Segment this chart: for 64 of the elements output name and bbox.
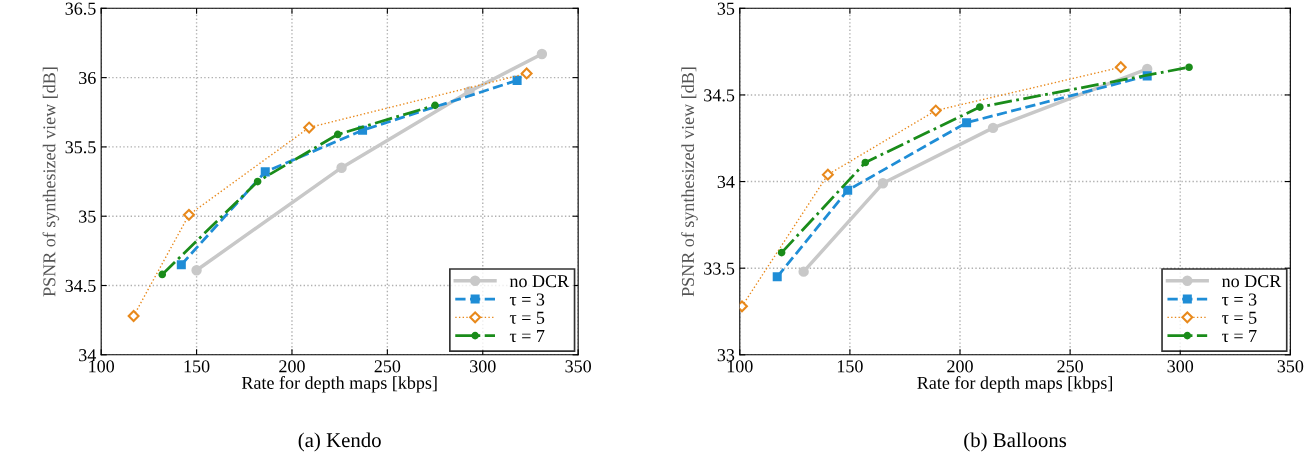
x-tick-label: 100	[727, 360, 753, 373]
point	[877, 178, 889, 189]
y-tick-label: 33.5	[704, 262, 735, 275]
text: (a) Kendo	[298, 432, 381, 452]
point	[512, 75, 522, 85]
point	[777, 248, 786, 257]
point	[191, 265, 202, 276]
y-tick-label: 34	[79, 349, 97, 362]
y-tick-label: 35	[717, 2, 735, 15]
point	[182, 208, 195, 221]
x-axis-title: Rate for depth maps [kbps]	[241, 376, 437, 393]
x-tick-label: 300	[1167, 360, 1194, 373]
point	[1114, 61, 1127, 74]
point	[798, 266, 809, 277]
point	[520, 67, 533, 80]
point	[253, 177, 262, 186]
y-tick-label: 35.5	[65, 141, 96, 154]
point	[333, 130, 342, 139]
legend-label: τ = 3	[509, 293, 545, 306]
x-tick-label: 350	[565, 360, 592, 373]
x-tick-label: 250	[1057, 360, 1083, 373]
legend-label: no DCR	[509, 275, 570, 288]
y-tick-label: 34	[717, 175, 735, 189]
point	[987, 122, 999, 134]
y-axis-title: PSNR of synthesized view [dB]	[42, 67, 60, 297]
y-tick-label: 34.5	[65, 279, 96, 293]
point	[1185, 63, 1193, 72]
legend-label: τ = 5	[1222, 311, 1257, 324]
legend-label: τ = 7	[1222, 330, 1257, 343]
y-tick-label: 34.5	[704, 89, 735, 102]
point	[336, 162, 347, 173]
x-tick-label: 300	[470, 360, 496, 373]
point	[431, 101, 439, 110]
point	[929, 104, 942, 117]
legend-label: τ = 7	[509, 330, 545, 343]
point	[843, 185, 853, 195]
y-axis-title: PSNR of synthesized view [dB]	[681, 67, 698, 297]
x-tick-label: 200	[279, 360, 305, 373]
point	[260, 167, 270, 177]
x-tick-label: 250	[374, 360, 401, 373]
text: (b) Balloons	[964, 432, 1067, 452]
x-axis-title: Rate for depth maps [kbps]	[917, 376, 1112, 393]
legend-label: τ = 3	[1222, 293, 1257, 306]
point	[976, 103, 984, 111]
point	[861, 158, 870, 167]
y-tick-label: 33	[717, 349, 735, 362]
point	[176, 260, 186, 270]
point	[158, 270, 167, 279]
y-tick-label: 36.5	[65, 2, 96, 15]
x-tick-label: 350	[1277, 360, 1304, 373]
point	[962, 118, 972, 128]
x-tick-label: 150	[184, 360, 210, 373]
y-tick-label: 36	[79, 71, 96, 85]
point	[821, 168, 834, 181]
point	[303, 121, 316, 134]
point	[536, 48, 548, 60]
point	[127, 310, 140, 322]
x-tick-label: 100	[89, 360, 115, 373]
y-tick-label: 35	[79, 210, 96, 223]
legend-label: no DCR	[1222, 275, 1282, 288]
point	[772, 272, 782, 282]
x-tick-label: 200	[947, 360, 973, 373]
x-tick-label: 150	[837, 360, 863, 373]
legend-label: τ = 5	[509, 311, 545, 324]
